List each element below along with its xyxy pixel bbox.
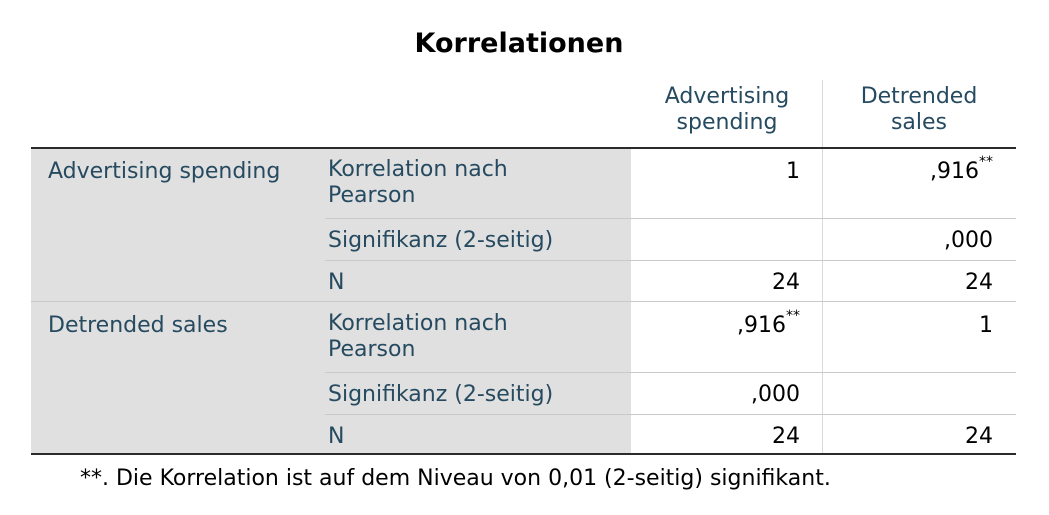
value-cell: 24 <box>965 270 993 295</box>
value-cell: 24 <box>965 424 993 449</box>
table-footnote: **. Die Korrelation ist auf dem Niveau v… <box>80 466 831 491</box>
value-cell: 24 <box>772 424 800 449</box>
value-cell: ,000 <box>944 228 993 253</box>
stat-label-line: Pearson <box>328 337 416 362</box>
column-header-line: spending <box>676 110 778 135</box>
stat-label-line: Korrelation nach <box>328 157 508 182</box>
row-stat-label-n: N <box>328 270 345 295</box>
row-stat-label-correlation: Korrelation nach Pearson <box>328 311 508 363</box>
table-bottom-rule <box>31 453 1016 455</box>
group-divider <box>31 301 1016 302</box>
row-stat-label-n: N <box>328 424 345 449</box>
stat-label-line: Korrelation nach <box>328 311 508 336</box>
row-stat-label-significance: Signifikanz (2-seitig) <box>328 382 554 407</box>
value-cell: ,000 <box>751 382 800 407</box>
value-cell: ,916** <box>930 154 993 184</box>
table-title: Korrelationen <box>414 28 624 59</box>
row-divider <box>325 260 1016 261</box>
value-cell: 1 <box>979 313 993 338</box>
row-stat-label-correlation: Korrelation nach Pearson <box>328 157 508 209</box>
row-variable-label: Detrended sales <box>48 313 228 338</box>
row-divider <box>325 414 1016 415</box>
column-header-detrended-sales: Detrended sales <box>823 84 1015 144</box>
row-variable-label: Advertising spending <box>48 159 281 184</box>
row-stat-label-significance: Signifikanz (2-seitig) <box>328 228 554 253</box>
column-header-line: Detrended <box>860 84 978 109</box>
row-divider <box>325 218 1016 219</box>
value-cell: ,916** <box>737 308 800 338</box>
column-header-advertising-spending: Advertising spending <box>632 84 822 144</box>
column-header-line: sales <box>890 110 948 135</box>
value-cell: 24 <box>772 270 800 295</box>
stat-label-line: Pearson <box>328 183 416 208</box>
column-header-line: Advertising <box>664 84 790 109</box>
row-divider <box>325 372 1016 373</box>
column-divider <box>822 80 823 454</box>
header-rule <box>31 147 1016 149</box>
value-cell: 1 <box>786 159 800 184</box>
